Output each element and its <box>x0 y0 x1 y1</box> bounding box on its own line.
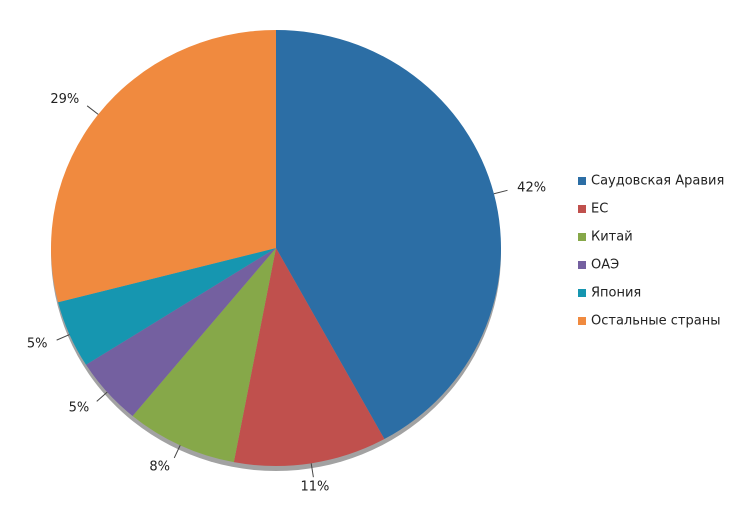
legend-label: Саудовская Аравия <box>591 174 724 189</box>
legend-swatch <box>578 289 586 297</box>
legend-swatch <box>578 177 586 185</box>
legend-swatch <box>578 317 586 325</box>
leader-line <box>310 463 314 478</box>
pie-slice <box>58 248 277 365</box>
data-label: 11% <box>300 480 329 495</box>
pie-slice <box>132 248 276 463</box>
data-label: 29% <box>50 92 79 107</box>
data-label: 5% <box>69 401 90 416</box>
pie-slice <box>276 30 501 440</box>
legend-label: ЕС <box>591 202 608 217</box>
legend-label: Япония <box>591 286 641 301</box>
pie-slice <box>86 248 276 416</box>
legend-swatch <box>578 261 586 269</box>
legend-swatch <box>578 205 586 213</box>
leader-line <box>86 105 99 115</box>
leader-line <box>493 189 508 195</box>
data-label: 5% <box>27 337 48 352</box>
legend-label: Остальные страны <box>591 314 721 329</box>
legend: Саудовская Аравия ЕС Китай ОАЭ Япония Остальн… <box>578 174 724 329</box>
legend-label: Китай <box>591 230 633 245</box>
leader-line <box>96 391 108 402</box>
pie-slice <box>50 30 276 303</box>
leader-line <box>173 445 181 459</box>
legend-label: ОАЭ <box>591 258 619 273</box>
leader-line <box>56 334 70 341</box>
legend-swatch <box>578 233 586 241</box>
pie: 42% 11% 8% 5% 5% 29% <box>27 30 546 495</box>
pie-slice <box>233 248 385 466</box>
data-label: 8% <box>149 459 170 474</box>
data-label: 42% <box>517 180 546 195</box>
